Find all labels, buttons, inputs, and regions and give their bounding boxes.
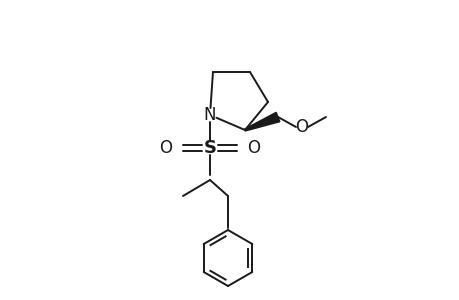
Text: N: N bbox=[203, 106, 216, 124]
Polygon shape bbox=[244, 112, 279, 131]
Text: O: O bbox=[295, 118, 308, 136]
Text: O: O bbox=[247, 139, 260, 157]
Text: O: O bbox=[159, 139, 172, 157]
Text: S: S bbox=[203, 139, 216, 157]
